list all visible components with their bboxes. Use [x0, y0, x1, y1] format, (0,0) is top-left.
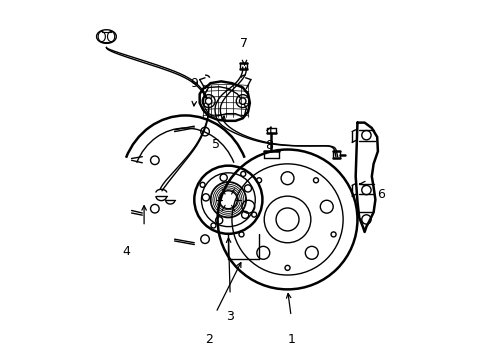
Text: 3: 3 [226, 310, 234, 323]
Text: 9: 9 [190, 77, 198, 90]
Circle shape [210, 223, 216, 228]
Circle shape [251, 212, 256, 217]
Circle shape [200, 182, 204, 187]
Text: 5: 5 [211, 138, 220, 150]
Circle shape [240, 171, 245, 176]
Text: 1: 1 [286, 333, 294, 346]
Text: 2: 2 [204, 333, 212, 346]
Text: 8: 8 [265, 139, 273, 152]
Circle shape [205, 98, 211, 104]
Circle shape [239, 98, 245, 104]
Text: 7: 7 [240, 37, 248, 50]
Text: 4: 4 [122, 245, 130, 258]
Text: 6: 6 [376, 188, 384, 201]
